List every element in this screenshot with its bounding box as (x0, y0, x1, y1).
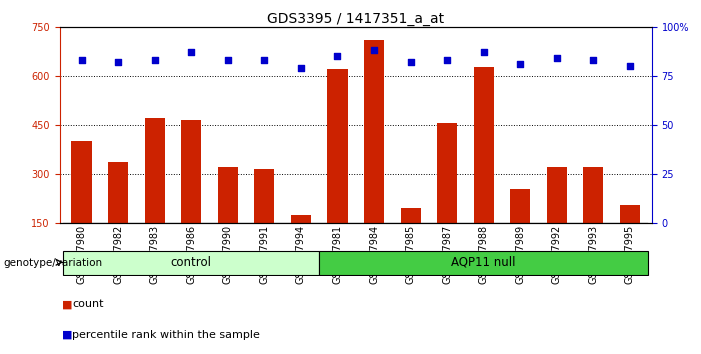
Text: genotype/variation: genotype/variation (4, 258, 102, 268)
Point (551, 55, 562, 61)
Text: count: count (72, 299, 104, 309)
Bar (63, 251, 319, 275)
Bar (327, 69, 348, 272)
Bar (547, 167, 567, 272)
Point (222, 57, 233, 63)
Point (478, 49, 489, 55)
Point (332, 53, 343, 59)
Text: percentile rank within the sample: percentile rank within the sample (72, 330, 260, 339)
Point (76, 57, 87, 63)
Bar (319, 251, 648, 275)
Bar (181, 120, 201, 272)
Bar (510, 189, 531, 272)
Bar (218, 167, 238, 272)
Point (625, 63, 636, 69)
Bar (254, 169, 274, 272)
Point (259, 57, 270, 63)
Bar (474, 68, 494, 272)
Bar (437, 123, 457, 272)
Point (405, 59, 416, 65)
Bar (620, 205, 640, 272)
Point (588, 57, 599, 63)
Point (369, 47, 380, 53)
Bar (583, 167, 604, 272)
Point (515, 61, 526, 67)
Point (186, 49, 197, 55)
Bar (291, 215, 311, 272)
Text: AQP11 null: AQP11 null (451, 256, 516, 269)
Bar (108, 162, 128, 272)
Bar (400, 208, 421, 272)
Bar (144, 118, 165, 272)
Bar (364, 40, 384, 272)
Point (149, 57, 161, 63)
Point (112, 59, 123, 65)
Text: ■: ■ (62, 299, 72, 309)
Point (442, 57, 453, 63)
Point (295, 65, 306, 71)
Bar (72, 141, 92, 272)
Title: GDS3395 / 1417351_a_at: GDS3395 / 1417351_a_at (267, 12, 444, 25)
Text: ■: ■ (62, 330, 72, 339)
Text: control: control (171, 256, 212, 269)
